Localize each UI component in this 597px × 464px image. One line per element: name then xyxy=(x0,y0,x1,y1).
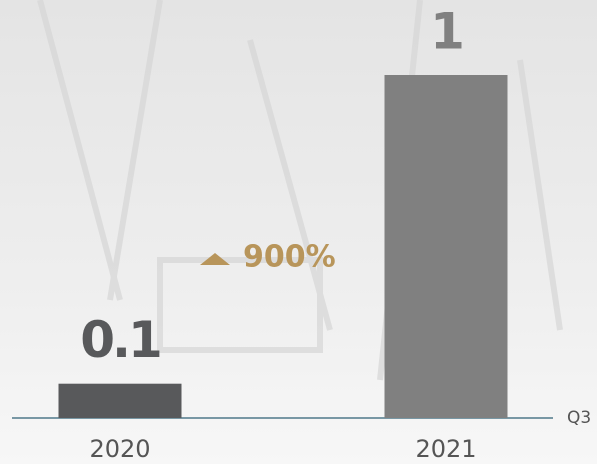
value-label: 1 xyxy=(430,3,462,61)
x-tick-label: 2021 xyxy=(415,435,476,463)
x-tick-label: 2020 xyxy=(89,435,150,463)
annotation: 900% xyxy=(243,240,336,275)
bar xyxy=(58,383,182,418)
bar xyxy=(384,75,508,418)
value-label: 0.1 xyxy=(80,311,160,369)
up-arrow xyxy=(200,253,230,265)
x-axis-label: Q3 xyxy=(567,408,591,428)
